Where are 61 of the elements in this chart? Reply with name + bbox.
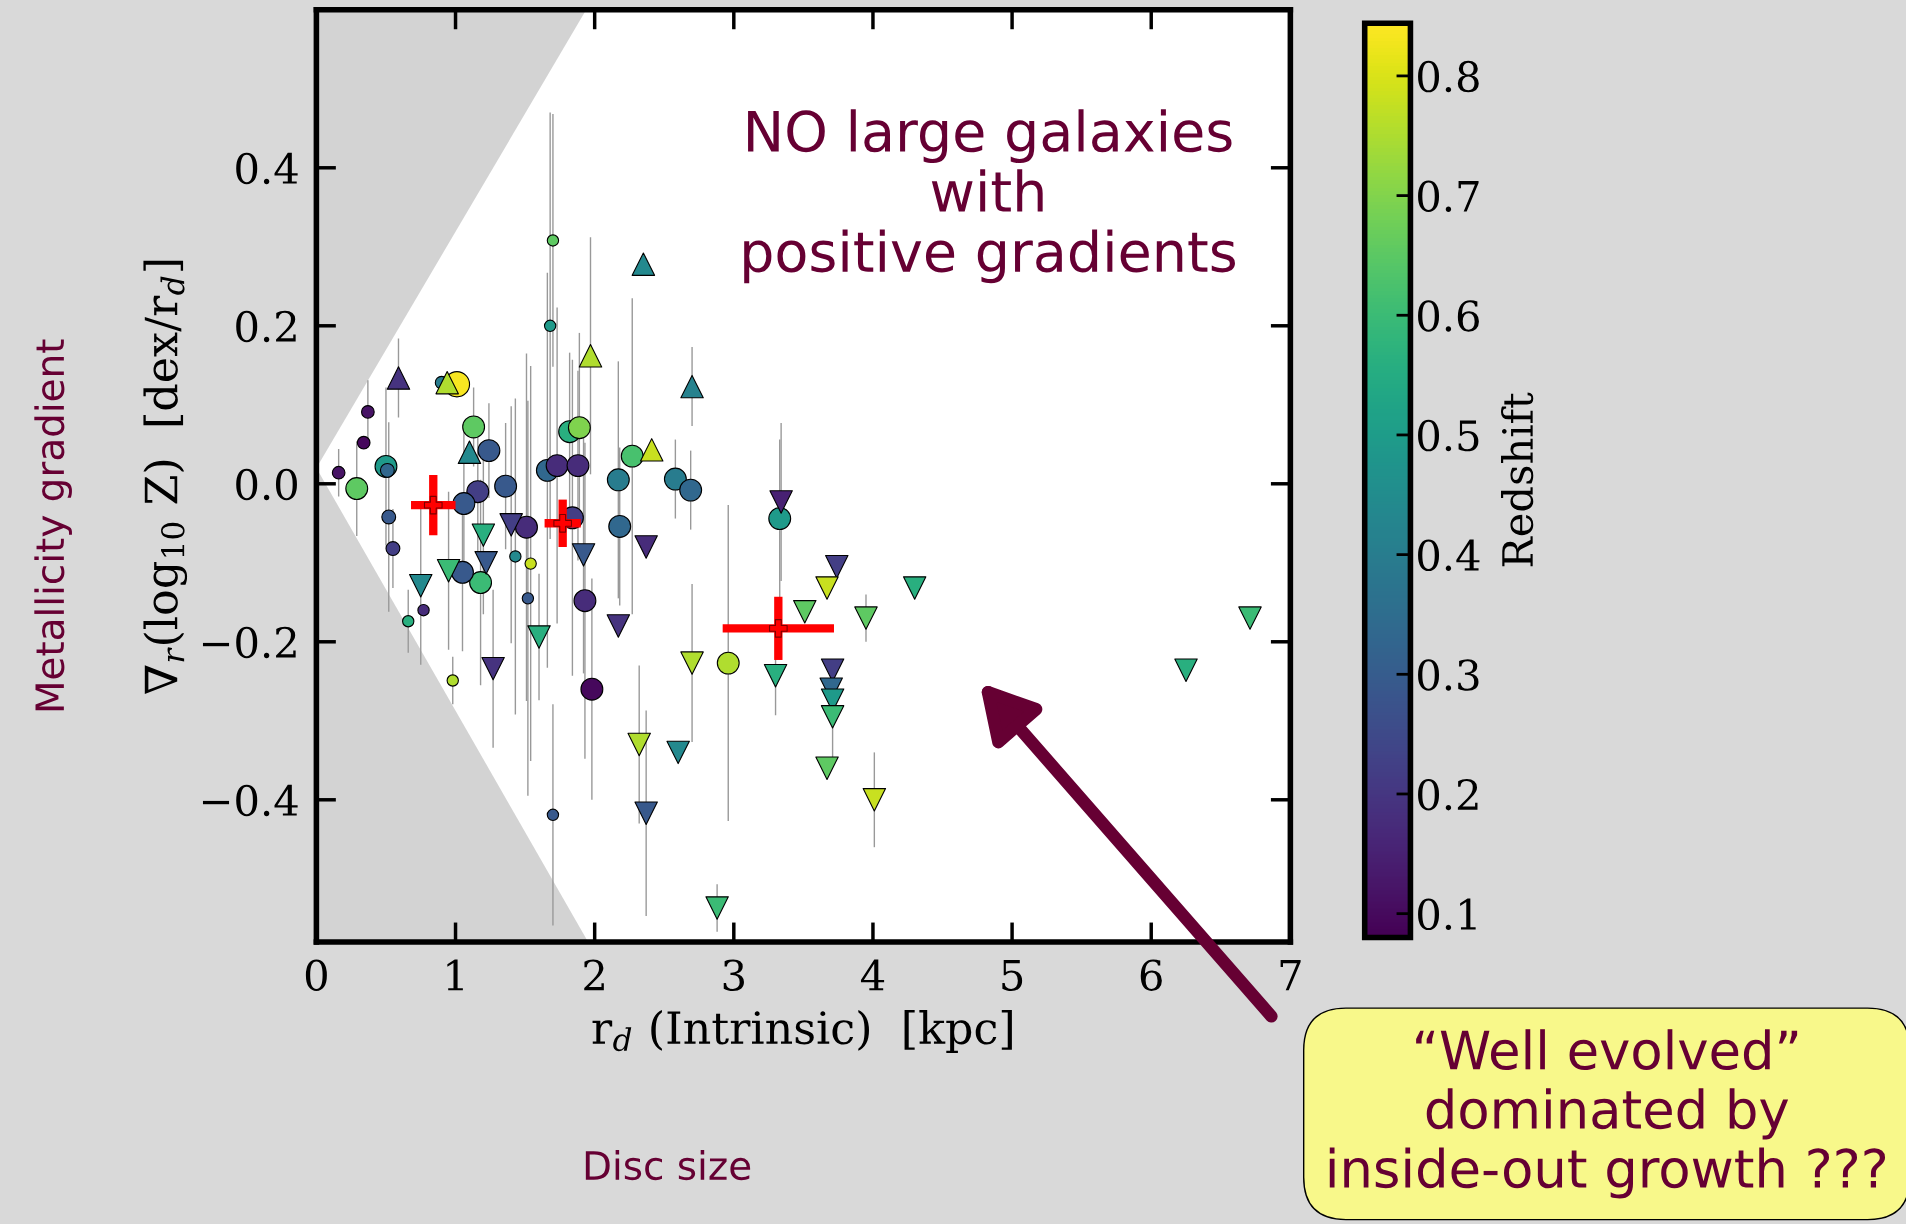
y-tick-label: −0.4 (202, 784, 298, 817)
point (527, 625, 551, 649)
point (862, 788, 887, 812)
color-bar-label: 0.6 (1418, 300, 1479, 332)
x-tick-label: 5 (1002, 959, 1023, 991)
point (705, 896, 729, 920)
point (793, 600, 817, 624)
y-tick-label: 0.2 (236, 310, 296, 343)
x-axis-title: r$_{d}$ (Intrinsic) [kpc] (592, 1010, 1012, 1054)
point (768, 619, 788, 638)
point (902, 576, 927, 600)
point (606, 614, 631, 638)
point (474, 551, 498, 575)
point (680, 374, 704, 399)
y-tick-label: −0.2 (202, 626, 296, 659)
y-axis-title: ∇$_{r}$(log$_{10}$ Z) [dex/r$_{d}$] (143, 260, 188, 694)
color-bar-label: 0.2 (1418, 778, 1478, 811)
point (634, 801, 658, 825)
point (499, 513, 523, 537)
point (854, 606, 878, 630)
point (634, 535, 658, 559)
point (815, 576, 839, 600)
point (825, 554, 849, 579)
point (1238, 606, 1262, 630)
point (571, 543, 596, 567)
color-bar-label: 0.5 (1418, 419, 1479, 452)
color-bar-title: Redshift (1501, 392, 1534, 567)
point (471, 523, 496, 547)
color-bar-label: 0.4 (1418, 539, 1480, 572)
color-bar-label: 0.7 (1418, 180, 1479, 213)
point (639, 438, 664, 462)
text: Disc size (585, 1150, 751, 1181)
x-tick-label: 6 (1140, 959, 1162, 991)
point (423, 495, 443, 515)
text: Metallicity gradient (34, 339, 72, 711)
x-tick-label: 3 (723, 959, 744, 991)
point (578, 344, 603, 368)
y-tick-label: 0.0 (236, 468, 297, 501)
x-tick-label: 4 (860, 959, 885, 991)
y-tick-label: 0.4 (236, 152, 298, 185)
point (763, 664, 788, 688)
point (386, 366, 411, 390)
color-bar-label: 0.1 (1418, 898, 1476, 931)
point (481, 656, 505, 681)
annotation: NO large galaxies with positive gradients (744, 109, 1235, 284)
point (1174, 658, 1198, 682)
x-tick-label: 1 (447, 959, 463, 991)
x-tick-label: 2 (584, 959, 604, 991)
text: “Well evolved” dominated by inside-out growth ??? (1329, 1029, 1886, 1199)
point (815, 756, 839, 780)
point (631, 252, 656, 276)
point (553, 513, 573, 533)
x-tick-label: 7 (1280, 959, 1301, 991)
point (457, 440, 482, 464)
point (820, 705, 845, 729)
color-bar-label: 0.3 (1418, 659, 1479, 691)
point (435, 370, 459, 395)
color-bar-label: 0.8 (1418, 60, 1479, 93)
x-tick-label: 0 (305, 959, 327, 991)
point (436, 558, 461, 583)
point (769, 490, 793, 514)
